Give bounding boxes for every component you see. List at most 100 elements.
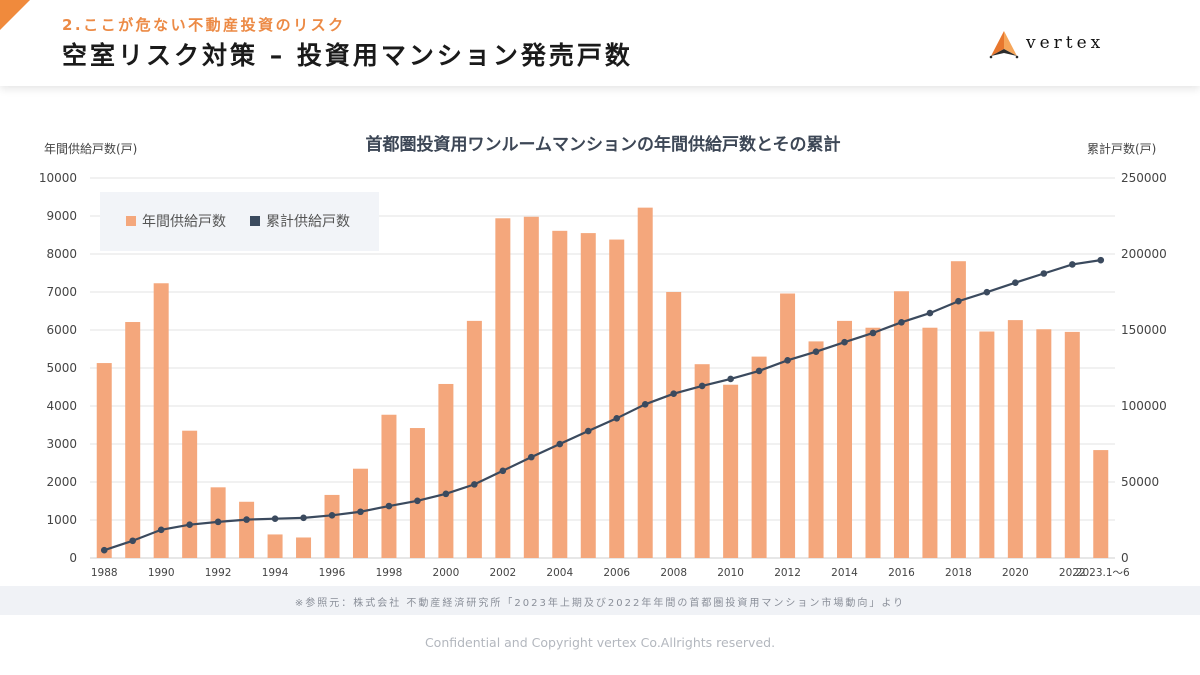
x-tick-label: 2016: [888, 567, 915, 579]
line-point: [698, 382, 706, 390]
y-tick-right: 50000: [1121, 475, 1159, 489]
line-point: [385, 502, 393, 510]
y-axis-label-right: 累計戸数(戸): [1087, 141, 1156, 156]
x-tick-label: 1990: [148, 567, 175, 579]
logo-text: vertex: [1026, 33, 1105, 53]
x-tick-label: 2014: [831, 567, 858, 579]
line-point: [898, 319, 905, 326]
line-point: [727, 375, 734, 383]
x-tick-label: 1994: [262, 567, 289, 579]
legend: 年間供給戸数 累計供給戸数: [100, 192, 379, 251]
chart-title: 首都圏投資用ワンルームマンションの年間供給戸数とその累計: [366, 134, 841, 155]
y-tick-left: 1000: [46, 513, 77, 527]
bar: [1064, 331, 1080, 558]
supply-chart: 0 1000 2000 3000 4000 5000 6000 7000 8000 9000 100…: [39, 134, 1167, 579]
bar: [495, 218, 511, 558]
line-point: [556, 440, 564, 448]
x-tick-label: 2018: [945, 567, 972, 579]
y-axis-label-left: 年間供給戸数(戸): [44, 141, 137, 156]
line-point: [442, 490, 450, 498]
x-tick-label: 2020: [1002, 567, 1029, 579]
page-title: 空室リスク対策 – 投資用マンション発売戸数: [62, 41, 633, 70]
bar: [808, 341, 824, 558]
corner-accent: [0, 0, 30, 30]
y-tick-left: 5000: [46, 361, 77, 375]
line-point: [670, 390, 677, 397]
x-tick-label: 2012: [774, 567, 801, 579]
bar: [153, 283, 169, 558]
page-header: 2.ここが危ない不動産投資のリスク 空室リスク対策 – 投資用マンション発売戸数…: [0, 0, 1200, 86]
y-tick-left: 8000: [46, 247, 77, 261]
y-tick-left: 0: [69, 551, 77, 565]
bar: [950, 261, 966, 558]
y-tick-left: 7000: [46, 285, 77, 299]
line-point: [955, 297, 962, 305]
bar: [1093, 450, 1109, 558]
y-tick-left: 3000: [46, 437, 77, 451]
x-tick-label: 2008: [660, 567, 687, 579]
x-tick-label: 2023.1～6: [1076, 567, 1130, 579]
bar: [922, 327, 938, 558]
x-tick-label: 2002: [489, 567, 516, 579]
source-note: ※参照元：株式会社 不動産経済研究所「2023年上期及び2022年年間の首都圏投…: [294, 598, 906, 609]
line-point: [499, 467, 507, 475]
line-point: [1040, 270, 1048, 277]
y-tick-right: 150000: [1121, 323, 1167, 337]
y-tick-left: 4000: [46, 399, 77, 413]
cumulative-line: [103, 259, 1101, 552]
y-tick-left: 9000: [46, 209, 77, 223]
line-point: [157, 526, 165, 534]
y-tick-right: 100000: [1121, 399, 1167, 413]
line-point: [471, 481, 478, 488]
line-point: [414, 497, 421, 505]
line-series: [100, 256, 1105, 554]
bar: [751, 356, 767, 558]
copyright-notice: Confidential and Copyright vertex Co.All…: [424, 635, 776, 650]
line-point: [613, 415, 621, 422]
x-tick-label: 1996: [319, 567, 346, 579]
line-point: [129, 537, 137, 545]
line-point: [1068, 261, 1076, 268]
x-tick-label: 2006: [603, 567, 630, 579]
line-point: [784, 357, 791, 364]
line-point: [357, 508, 364, 516]
line-point: [328, 512, 336, 519]
x-tick-label: 2004: [546, 567, 573, 579]
bar: [780, 293, 796, 558]
bar: [381, 414, 397, 558]
section-subtitle: 2.ここが危ない不動産投資のリスク: [62, 16, 346, 34]
line-point: [926, 309, 934, 317]
line-point: [584, 427, 592, 435]
y-tick-left: 10000: [39, 171, 77, 185]
bar: [609, 239, 625, 558]
y-tick-right: 200000: [1121, 247, 1167, 261]
legend-swatch-line: [250, 216, 260, 226]
y-tick-right: 0: [1121, 551, 1129, 565]
legend-label-bar: 年間供給戸数: [142, 214, 226, 230]
bar: [552, 230, 568, 558]
y-tick-left: 6000: [46, 323, 77, 337]
logo-mark-icon: [989, 31, 1019, 59]
line-point: [1097, 256, 1105, 264]
bar: [723, 384, 739, 558]
line-point: [100, 546, 108, 554]
bar: [666, 292, 682, 558]
x-tick-label: 1992: [205, 567, 232, 579]
bar: [1036, 329, 1052, 558]
bar: [324, 494, 340, 558]
bar: [1007, 320, 1023, 558]
bar-series: [96, 207, 1109, 558]
bar: [125, 322, 141, 558]
bar: [239, 501, 255, 558]
line-point: [641, 400, 649, 408]
line-point: [869, 329, 877, 337]
bar: [893, 291, 909, 558]
x-tick-label: 2000: [433, 567, 460, 579]
bar: [837, 320, 853, 558]
legend-box: [100, 192, 379, 251]
bar: [523, 216, 539, 558]
bar: [438, 383, 454, 558]
bar: [96, 363, 112, 558]
line-point: [243, 516, 250, 523]
bar: [267, 534, 283, 558]
